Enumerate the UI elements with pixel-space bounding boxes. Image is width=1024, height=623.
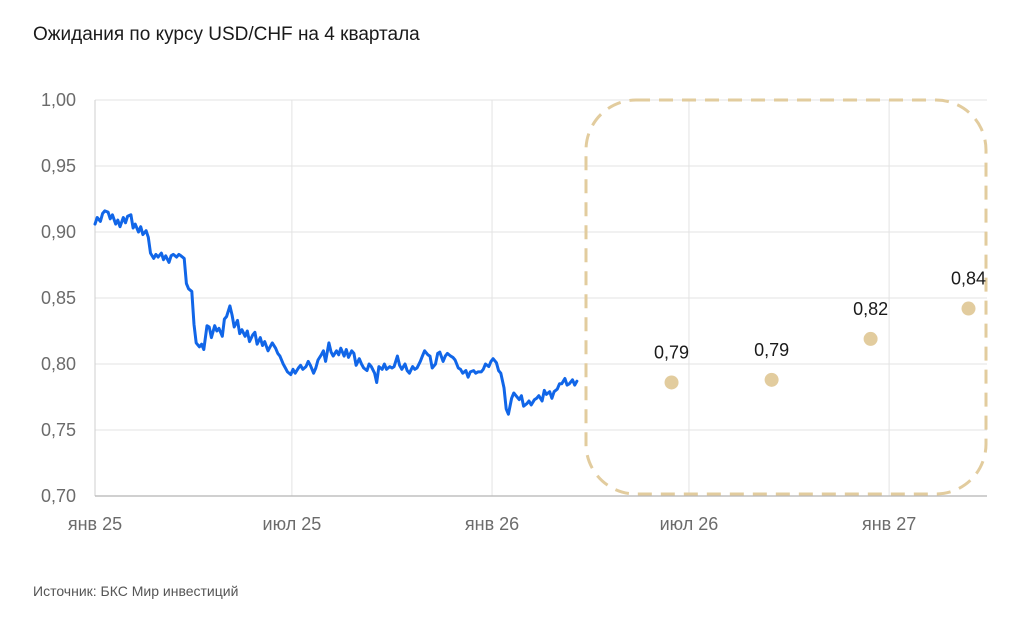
grid [95, 99, 987, 496]
forecast-value-label: 0,79 [754, 340, 789, 360]
forecast-value-label: 0,82 [853, 299, 888, 319]
tick-labels: 0,70 0,75 0,80 0,85 0,90 0,95 1,00 янв 25 июл 25… [41, 90, 986, 534]
forecast-point [664, 375, 679, 390]
forecast-point [764, 372, 779, 387]
x-tick-label: янв 25 [68, 514, 122, 534]
chart-title: Ожидания по курсу USD/CHF на 4 квартала [33, 24, 420, 45]
usd-chf-actual-line [93, 209, 579, 416]
y-tick-label: 0,75 [41, 420, 76, 440]
forecast-value-label: 0,84 [951, 269, 986, 289]
x-tick-label: янв 27 [862, 514, 916, 534]
x-tick-label: июл 26 [660, 514, 719, 534]
x-tick-label: июл 25 [263, 514, 322, 534]
forecast-point [961, 301, 976, 316]
forecast-value-label: 0,79 [654, 342, 689, 362]
axes [94, 100, 987, 497]
source-note: Источник: БКС Мир инвестиций [33, 583, 239, 599]
y-tick-label: 0,90 [41, 222, 76, 242]
y-tick-label: 0,80 [41, 354, 76, 374]
forecast-frame [584, 98, 988, 496]
y-tick-label: 1,00 [41, 90, 76, 110]
forecast-point [863, 331, 878, 346]
y-tick-label: 0,85 [41, 288, 76, 308]
x-tick-label: янв 26 [465, 514, 519, 534]
y-tick-label: 0,95 [41, 156, 76, 176]
series [93, 209, 976, 416]
y-tick-label: 0,70 [41, 486, 76, 506]
